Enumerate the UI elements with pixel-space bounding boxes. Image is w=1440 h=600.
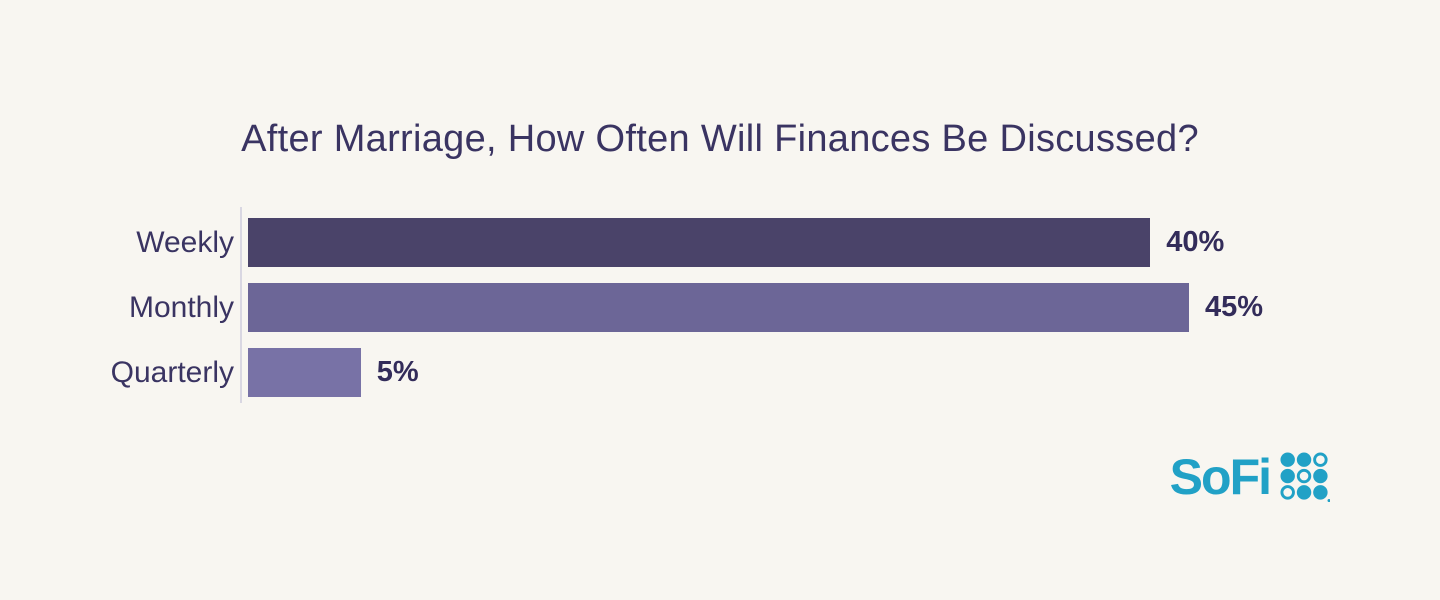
value-label: 40%	[1166, 226, 1225, 258]
bar-row-quarterly: Quarterly 5%	[0, 348, 1440, 397]
value-label: 45%	[1204, 291, 1263, 323]
bar-track: 40%	[248, 218, 1263, 267]
category-label: Weekly	[136, 225, 234, 259]
sofi-logo-text: SoFi	[1169, 449, 1272, 505]
value-label: 5%	[376, 356, 419, 388]
bar-row-weekly: Weekly 40%	[0, 218, 1440, 267]
bar-row-monthly: Monthly 45%	[0, 283, 1440, 332]
bar-chart: Weekly 40% Monthly 45% Quarterly 5%	[0, 218, 1440, 413]
y-axis-line	[240, 207, 242, 403]
bar-monthly	[248, 283, 1189, 332]
bar-quarterly	[248, 348, 361, 397]
sofi-logo: SoFi	[1170, 452, 1330, 502]
category-label: Quarterly	[110, 355, 234, 389]
chart-title: After Marriage, How Often Will Finances …	[241, 118, 1199, 160]
category-label: Monthly	[128, 290, 234, 324]
sofi-dot-grid-icon	[1280, 452, 1330, 502]
bar-track: 5%	[248, 348, 1263, 397]
bar-weekly	[248, 218, 1151, 267]
bar-track: 45%	[248, 283, 1263, 332]
